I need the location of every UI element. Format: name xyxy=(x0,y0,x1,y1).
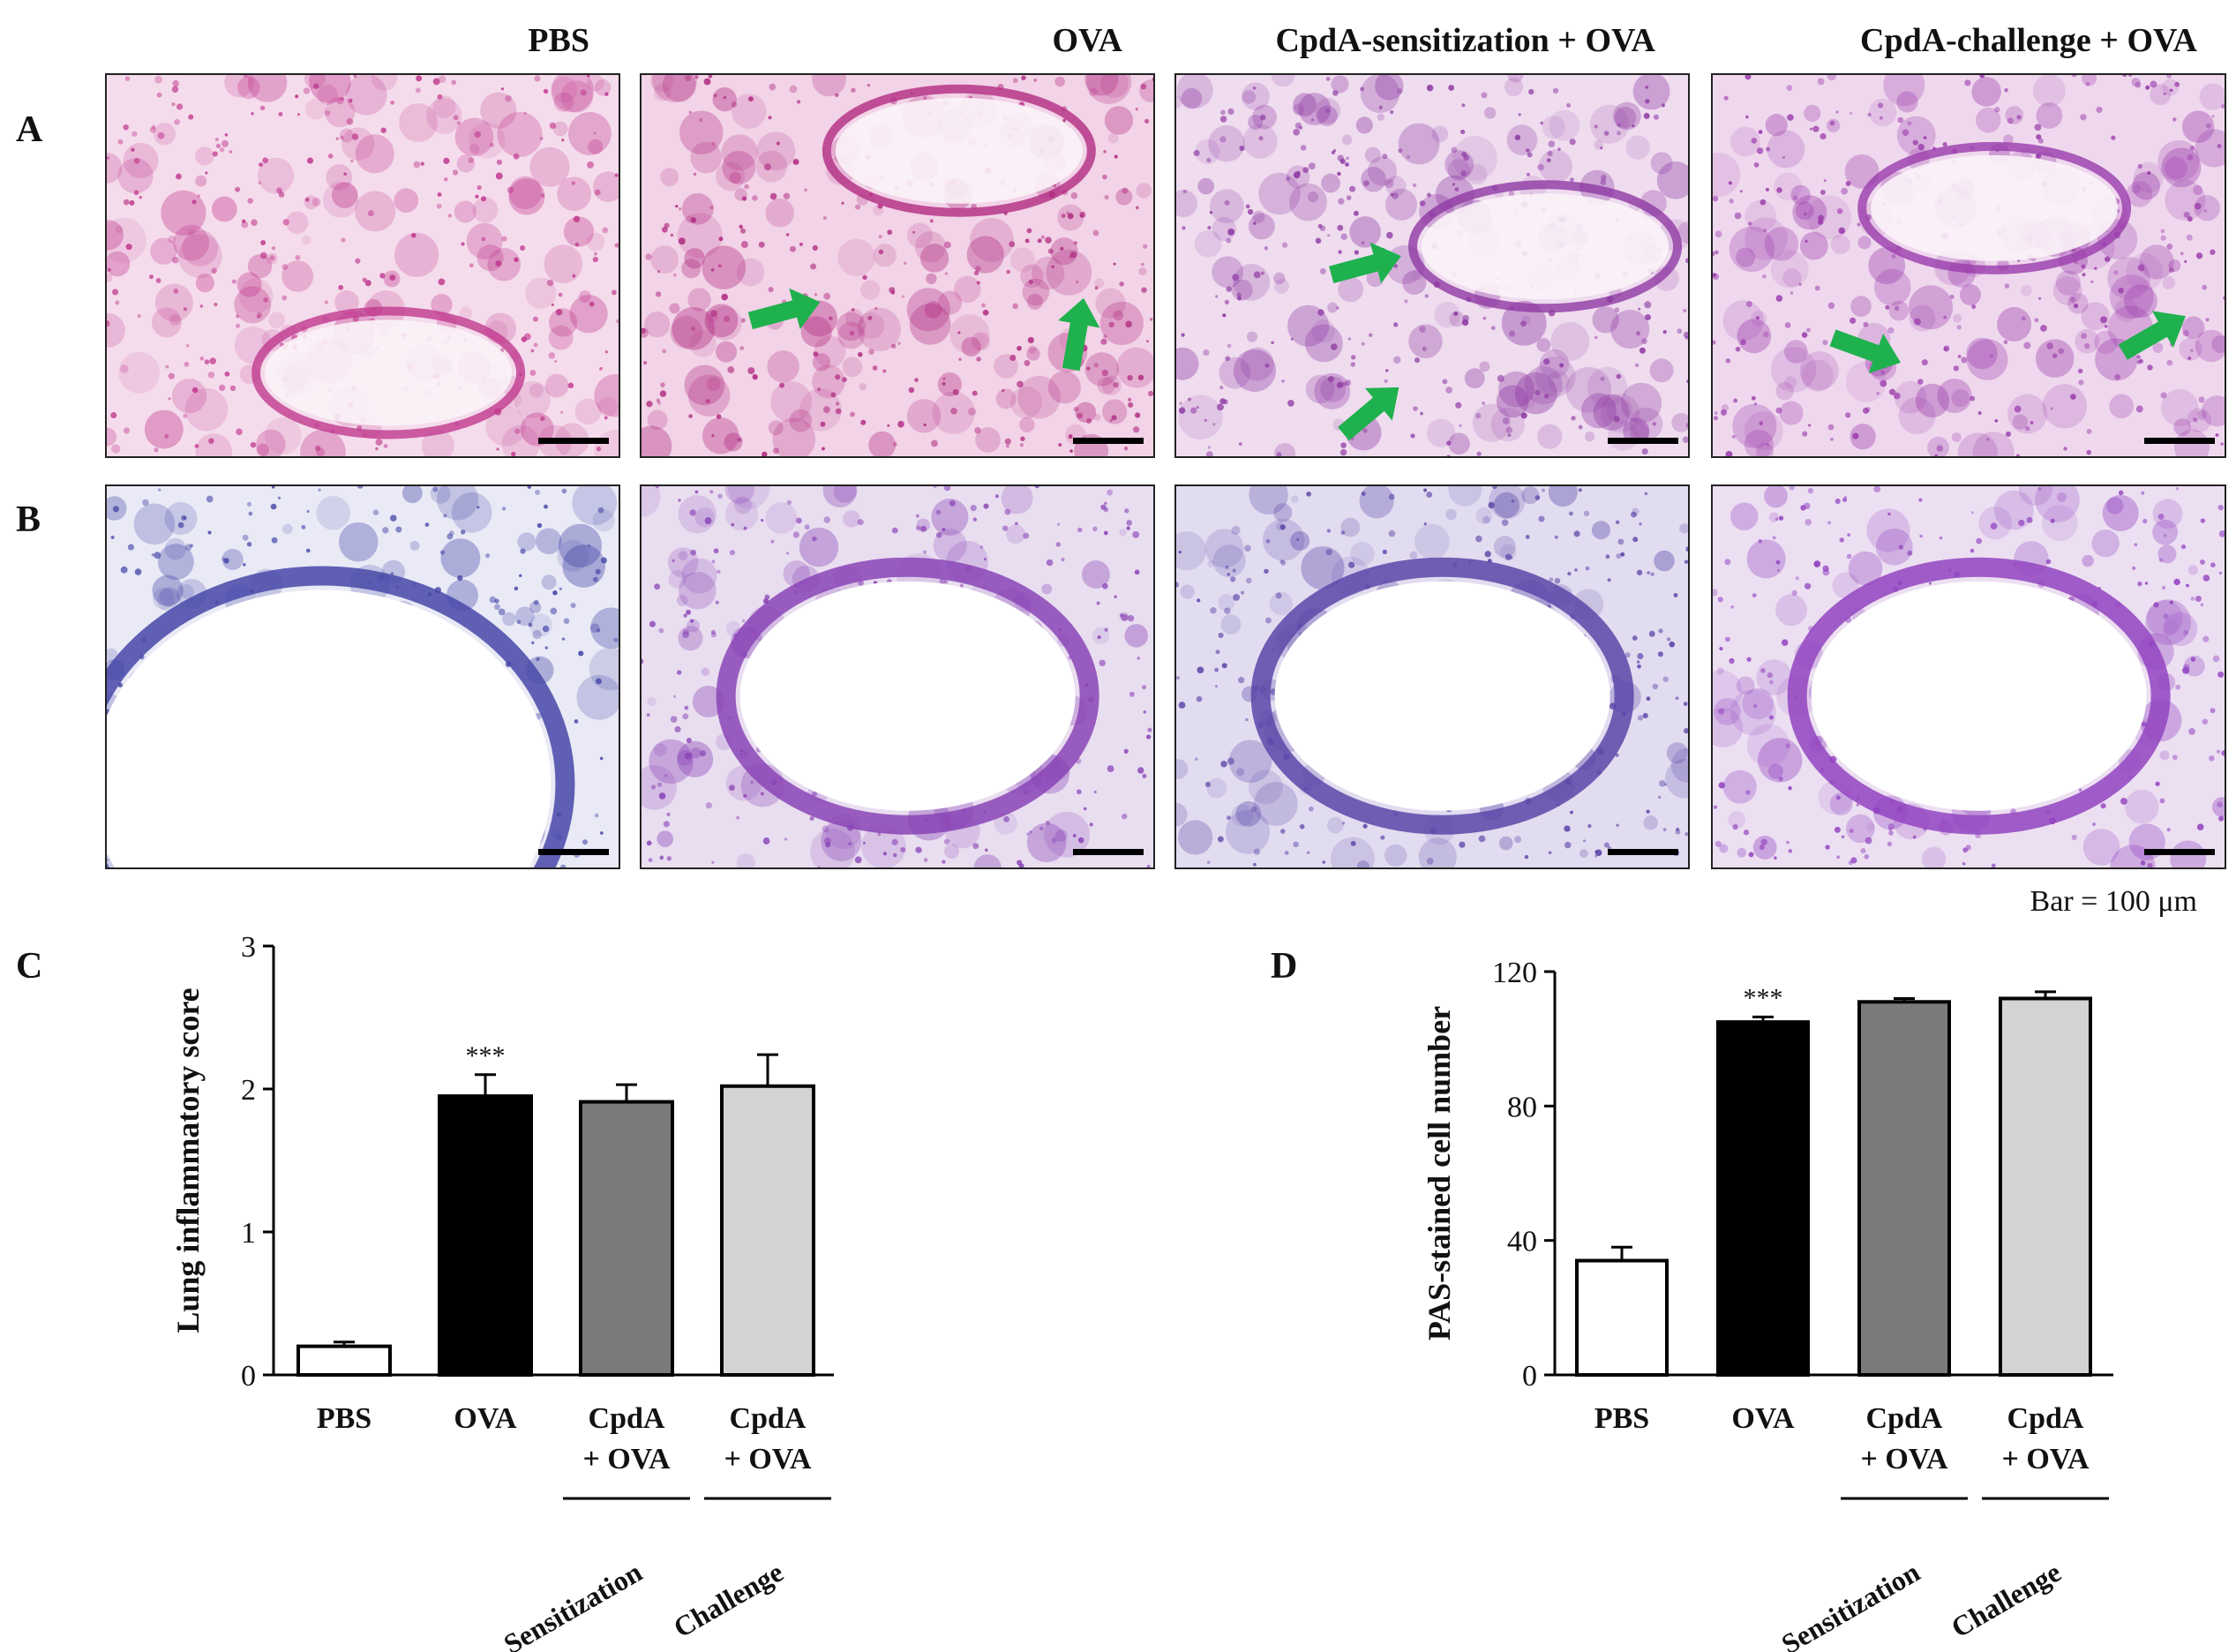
panel-letter-b: B xyxy=(16,499,41,540)
significance-mark: *** xyxy=(466,1041,506,1070)
y-tick-label: 3 xyxy=(241,931,256,964)
x-tick-label: + OVA xyxy=(724,1443,811,1476)
x-tick-label: + OVA xyxy=(582,1443,670,1476)
micrograph-a-2 xyxy=(640,73,1155,458)
y-tick-label: 2 xyxy=(241,1074,256,1107)
micrograph-b-3 xyxy=(1174,484,1690,869)
micrograph-frame xyxy=(1711,73,2226,458)
micrograph-frame xyxy=(1174,484,1690,869)
micrograph-a-4 xyxy=(1711,73,2226,458)
y-axis-label: PAS-stained cell number xyxy=(1422,1006,1457,1340)
y-axis-label: Lung inflammatory score xyxy=(170,987,206,1333)
bar-4 xyxy=(720,1084,815,1377)
column-title-cpda-sensitization: CpdA-sensitization + OVA xyxy=(1275,22,1655,59)
x-tick-label: CpdA xyxy=(589,1402,665,1435)
x-tick-label: CpdA xyxy=(730,1402,807,1435)
micrograph-frame xyxy=(105,484,620,869)
y-tick-label: 0 xyxy=(1522,1360,1537,1393)
y-tick-label: 0 xyxy=(241,1360,256,1393)
bar-3 xyxy=(579,1100,674,1377)
scale-bar-caption: Bar = 100 μm xyxy=(2030,885,2197,918)
chart-d-pas-stained-cell-number: 0 40 80 120 PAS-stained cell number PBS *** OVA… xyxy=(1422,957,2113,1652)
micrograph-grid xyxy=(105,73,2226,869)
micrograph-frame xyxy=(640,484,1155,869)
green-arrow-icon xyxy=(1338,387,1399,441)
bar-1 xyxy=(1575,1258,1669,1378)
green-arrow-icon xyxy=(1829,329,1902,374)
airway-lumen xyxy=(835,97,1083,204)
x-tick-label: OVA xyxy=(454,1402,517,1435)
green-arrow-icon xyxy=(1329,242,1401,284)
airway-lumen xyxy=(1274,581,1610,811)
panel-letter-d: D xyxy=(1271,946,1297,987)
micrograph-b-1 xyxy=(105,484,620,869)
airway-lumen xyxy=(1811,581,2147,811)
green-arrow-icon xyxy=(2118,311,2186,360)
y-tick-label: 1 xyxy=(241,1217,256,1250)
scale-bar xyxy=(1608,438,1678,444)
micrograph-frame xyxy=(640,73,1155,458)
scale-bar xyxy=(2144,438,2215,444)
airway-lumen xyxy=(1422,193,1669,300)
group-label: Sensitization xyxy=(499,1556,648,1652)
y-tick-label: 80 xyxy=(1507,1091,1537,1123)
bar-3 xyxy=(1857,1000,1951,1378)
scale-bar xyxy=(2144,849,2215,855)
x-tick-label: PBS xyxy=(1594,1402,1649,1435)
group-label: Challenge xyxy=(1946,1556,2067,1644)
x-tick-label: OVA xyxy=(1731,1402,1795,1435)
micrograph-b-2 xyxy=(640,484,1155,869)
scale-bar xyxy=(1608,849,1678,855)
micrograph-frame xyxy=(105,73,620,458)
x-tick-label: PBS xyxy=(317,1402,371,1435)
scale-bar xyxy=(538,438,609,444)
group-label: Sensitization xyxy=(1776,1556,1925,1652)
scale-bar xyxy=(538,849,609,855)
panel-letter-a: A xyxy=(16,109,43,150)
panel-letter-c: C xyxy=(16,946,42,987)
bar-1 xyxy=(296,1344,392,1377)
x-tick-label: + OVA xyxy=(2001,1443,2089,1476)
airway-lumen xyxy=(739,581,1076,811)
bar-2 xyxy=(1716,1020,1810,1377)
micrograph-a-1 xyxy=(105,73,620,458)
airway-lumen xyxy=(1871,154,2119,261)
x-tick-label: + OVA xyxy=(1860,1443,1947,1476)
green-arrow-icon xyxy=(747,288,821,330)
airway-lumen xyxy=(106,589,551,868)
scale-bar xyxy=(1073,849,1144,855)
micrograph-frame xyxy=(1174,73,1690,458)
significance-mark: *** xyxy=(1744,983,1783,1012)
y-tick-label: 120 xyxy=(1492,957,1537,989)
group-label: Challenge xyxy=(668,1556,789,1644)
green-arrow-icon xyxy=(1058,297,1100,372)
x-tick-label: CpdA xyxy=(1866,1402,1943,1435)
chart-c-lung-inflammatory-score: 0 1 2 3 Lung inflammatory score PBS *** OVA CpdA… xyxy=(170,931,834,1652)
x-tick-label: CpdA xyxy=(2007,1402,2084,1435)
scale-bar xyxy=(1073,438,1144,444)
column-title-ova: OVA xyxy=(1052,22,1122,59)
micrograph-a-3 xyxy=(1174,73,1690,458)
column-title-pbs: PBS xyxy=(528,22,589,59)
micrograph-frame xyxy=(1711,484,2226,869)
bar-4 xyxy=(1999,996,2092,1377)
bar-2 xyxy=(438,1094,533,1377)
airway-lumen xyxy=(265,319,513,426)
column-title-cpda-challenge: CpdA-challenge + OVA xyxy=(1860,22,2198,59)
y-tick-label: 40 xyxy=(1507,1226,1537,1258)
micrograph-b-4 xyxy=(1711,484,2226,869)
